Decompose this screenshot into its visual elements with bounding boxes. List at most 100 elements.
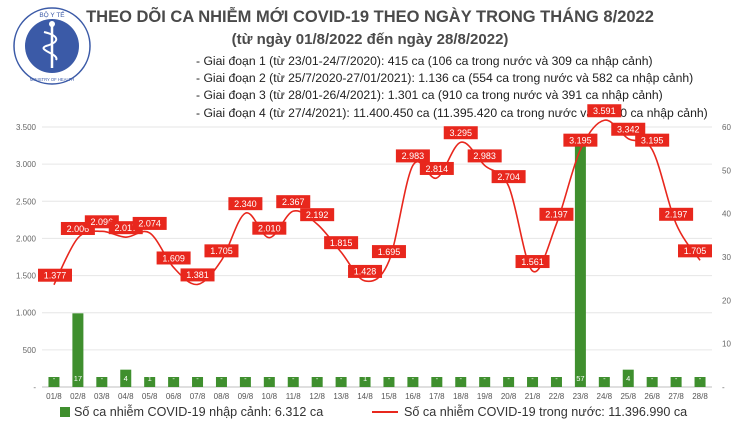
bar-imported (263, 377, 275, 387)
bar-data-label: - (316, 374, 319, 383)
phase-1-summary: - Giai đoạn 1 (từ 23/01-24/7/2020): 415 … (196, 54, 653, 68)
bar-imported (670, 377, 682, 387)
x-axis-tick-label: 03/8 (94, 392, 110, 401)
x-axis-tick-label: 09/8 (238, 392, 254, 401)
line-data-label-box (678, 244, 712, 258)
x-axis-tick-label: 08/8 (214, 392, 230, 401)
right-axis-tick-label: 50 (722, 166, 731, 175)
x-axis-tick-label: 22/8 (549, 392, 565, 401)
x-axis-tick-label: 15/8 (381, 392, 397, 401)
x-axis-tick-label: 25/8 (620, 392, 636, 401)
bar-imported (168, 377, 180, 387)
line-data-label: 1.377 (44, 271, 67, 281)
right-axis-tick-label: 40 (722, 210, 731, 219)
line-data-label: 2.340 (234, 199, 257, 209)
bar-data-label: - (220, 374, 223, 383)
bar-data-label: - (436, 374, 439, 383)
phase-4-summary: - Giai đoạn 4 (từ 27/4/2021): 11.400.450… (196, 105, 708, 120)
line-data-label-box (38, 268, 72, 282)
bar-data-label: - (268, 374, 271, 383)
x-axis-tick-label: 27/8 (668, 392, 684, 401)
line-data-label-box (348, 264, 383, 278)
bar-imported (550, 377, 562, 387)
line-data-label-box (132, 216, 167, 230)
bar-imported (598, 377, 610, 387)
bar-data-label: 1 (363, 374, 367, 383)
bar-data-label: - (675, 374, 678, 383)
bar-imported (383, 377, 395, 387)
bar-imported (431, 377, 443, 387)
line-data-label: 1.381 (186, 270, 209, 280)
line-data-label: 1.695 (378, 247, 401, 257)
line-data-label-box (491, 170, 526, 184)
x-axis-tick-label: 19/8 (477, 392, 493, 401)
chart-title: THEO DÕI CA NHIỄM MỚI COVID-19 THEO NGÀY… (86, 8, 654, 26)
line-data-label-box (180, 268, 215, 282)
line-data-label: 1.428 (354, 267, 377, 277)
legend-item-imported: Số ca nhiễm COVID-19 nhập cảnh: 6.312 ca (60, 405, 323, 419)
x-axis-tick-label: 28/8 (692, 392, 708, 401)
bar-imported (120, 369, 132, 387)
bar-imported (192, 377, 204, 387)
line-data-label-box (300, 208, 335, 222)
line-data-label-box (515, 255, 550, 269)
line-data-label: 2.197 (545, 210, 568, 220)
line-data-label: 1.609 (162, 253, 185, 263)
bar-imported (311, 377, 323, 387)
line-data-label: 3.195 (569, 135, 592, 145)
bar-data-label: - (340, 374, 343, 383)
bar-swatch-icon (60, 407, 70, 417)
line-data-label-box (252, 221, 287, 235)
line-data-label: 2.006 (67, 224, 90, 234)
bar-imported (96, 377, 108, 387)
x-axis-tick-label: 04/8 (118, 392, 134, 401)
bar-data-label: 4 (124, 374, 128, 383)
left-axis-tick-label: - (33, 383, 36, 392)
bar-data-label: - (507, 374, 510, 383)
x-axis-tick-label: 26/8 (644, 392, 660, 401)
bar-data-label: 4 (626, 374, 630, 383)
bar-imported (646, 377, 658, 387)
line-data-label: 3.195 (641, 135, 664, 145)
bar-imported (479, 377, 491, 387)
line-data-label: 1.561 (521, 257, 544, 267)
line-data-label: 2.192 (306, 210, 329, 220)
line-data-label-box (467, 149, 502, 163)
line-swatch-icon (372, 411, 398, 413)
bar-data-label: - (101, 374, 104, 383)
left-axis-tick-label: 3.000 (16, 160, 37, 169)
bar-imported (622, 369, 634, 387)
x-axis-tick-label: 12/8 (309, 392, 325, 401)
bar-data-label: - (53, 374, 56, 383)
x-axis-tick-label: 02/8 (70, 392, 86, 401)
phase-2-summary: - Giai đoạn 2 (từ 25/7/2020-27/01/2021):… (196, 71, 694, 86)
line-data-label: 1.705 (684, 246, 707, 256)
bar-imported (48, 377, 60, 387)
line-data-label: 2.704 (497, 172, 520, 182)
line-data-label-box (371, 245, 406, 259)
x-axis-tick-label: 24/8 (597, 392, 613, 401)
bar-imported (527, 377, 539, 387)
line-data-label: 2.096 (91, 217, 114, 227)
x-axis-tick-label: 05/8 (142, 392, 158, 401)
right-axis-tick-label: 60 (722, 123, 731, 132)
bar-data-label: - (603, 374, 606, 383)
legend-label-domestic: Số ca nhiễm COVID-19 trong nước: 11.396.… (404, 405, 688, 419)
line-data-label: 2.017 (114, 223, 137, 233)
bar-imported (574, 140, 586, 387)
line-data-label: 3.295 (449, 128, 472, 138)
legend-item-domestic: Số ca nhiễm COVID-19 trong nước: 11.396.… (372, 405, 687, 419)
left-axis-tick-label: 2.000 (16, 234, 37, 243)
left-axis-tick-label: 1.500 (16, 272, 37, 281)
bar-imported (72, 313, 84, 387)
bar-data-label: - (460, 374, 463, 383)
svg-text:BỘ Y TẾ: BỘ Y TẾ (39, 9, 65, 19)
svg-text:MINISTRY OF HEALTH: MINISTRY OF HEALTH (30, 77, 74, 82)
x-axis-tick-label: 17/8 (429, 392, 445, 401)
x-axis-tick-label: 18/8 (453, 392, 469, 401)
line-data-label-box (395, 149, 430, 163)
bar-data-label: - (412, 374, 415, 383)
x-axis-tick-label: 11/8 (286, 392, 302, 401)
ministry-of-health-logo: BỘ Y TẾ MINISTRY OF HEALTH (13, 7, 91, 85)
